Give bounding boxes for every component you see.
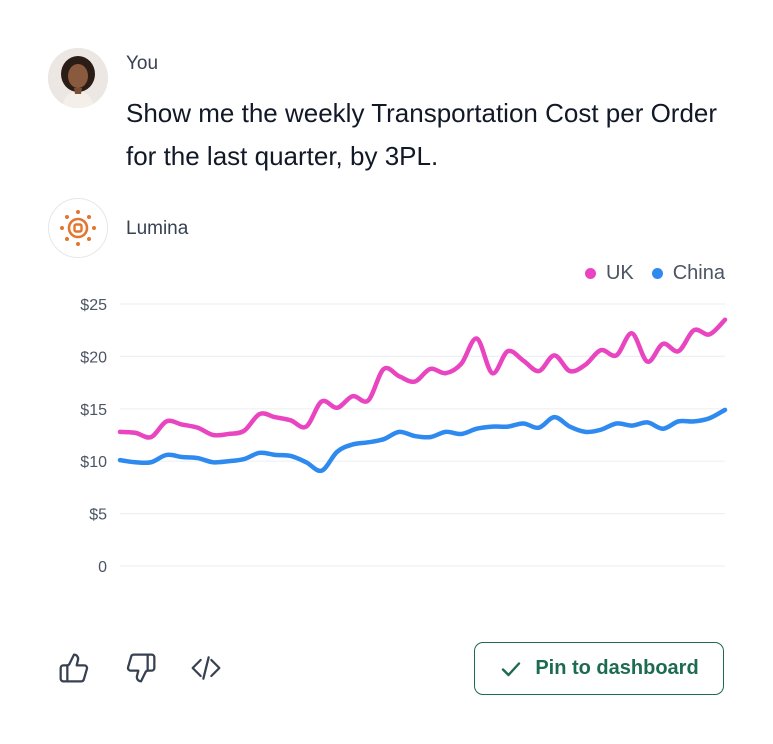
user-name: You — [126, 53, 159, 74]
user-avatar — [48, 48, 108, 108]
thumbs-down-icon — [126, 653, 156, 683]
y-tick-label: 0 — [98, 559, 107, 576]
thumbs-up-icon — [59, 653, 89, 683]
pin-to-dashboard-button[interactable]: Pin to dashboard — [474, 642, 724, 695]
chart-legend: UK China — [584, 262, 725, 285]
legend-item-china: China — [651, 262, 725, 285]
y-tick-label: $25 — [80, 297, 107, 314]
check-icon — [502, 661, 521, 676]
lumina-logo-icon — [60, 210, 96, 246]
cost-per-order-chart: 0 $5 $10 $15 $20 $25 — [80, 297, 728, 576]
legend-item-uk: UK — [584, 262, 634, 285]
y-tick-label: $20 — [80, 349, 107, 366]
legend-dot-china — [651, 268, 663, 279]
thumbs-down-button[interactable] — [125, 652, 157, 684]
assistant-name: Lumina — [126, 218, 189, 239]
y-tick-label: $10 — [80, 454, 107, 471]
thumbs-up-button[interactable] — [58, 652, 90, 684]
series-line-uk — [117, 317, 728, 440]
code-icon — [191, 656, 221, 680]
lumina-avatar — [48, 198, 108, 258]
pin-button-label: Pin to dashboard — [535, 657, 699, 679]
legend-dot-uk — [584, 268, 596, 279]
user-message: Show me the weekly Transportation Cost p… — [126, 98, 718, 171]
y-tick-label: $15 — [80, 402, 107, 419]
legend-label-uk: UK — [605, 262, 634, 284]
user-portrait-icon — [48, 48, 108, 108]
legend-label-china: China — [672, 262, 725, 284]
series-line-china — [117, 407, 728, 474]
view-code-button[interactable] — [190, 652, 222, 684]
y-tick-label: $5 — [89, 507, 107, 524]
